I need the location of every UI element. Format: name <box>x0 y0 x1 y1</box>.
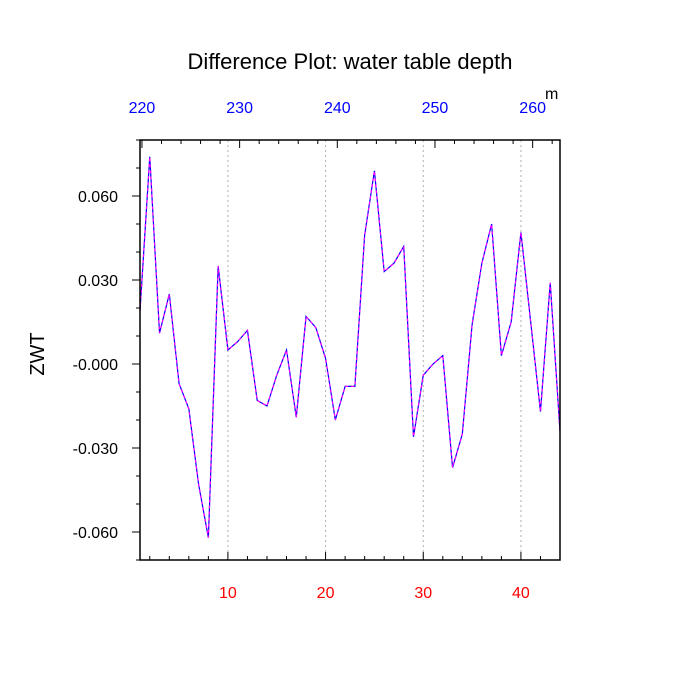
axis-ticks <box>132 139 561 561</box>
top-axis-unit: m <box>545 86 558 103</box>
tick-labels: 10 20 30 40 220 230 240 250 260 0.060 0.030 -0.000 -… <box>73 100 546 602</box>
x-tick-label: 20 <box>317 585 335 602</box>
top-tick-label: 220 <box>129 100 156 117</box>
chart-title: Difference Plot: water table depth <box>188 49 513 74</box>
grid-lines <box>227 140 522 560</box>
y-tick-label: 0.030 <box>78 273 118 290</box>
y-tick-label: -0.030 <box>73 441 118 458</box>
top-tick-label: 230 <box>226 100 253 117</box>
top-tick-label: 250 <box>422 100 449 117</box>
series-line-overlay <box>139 156 561 538</box>
series-line <box>139 156 561 538</box>
y-tick-label: -0.060 <box>73 525 118 542</box>
x-tick-label: 10 <box>219 585 237 602</box>
x-tick-label: 30 <box>414 585 432 602</box>
y-axis-label: ZWT <box>27 332 49 375</box>
y-tick-label: -0.000 <box>73 357 118 374</box>
plot-frame <box>139 139 561 561</box>
y-tick-label: 0.060 <box>78 189 118 206</box>
series-layer <box>139 156 561 538</box>
top-tick-label: 260 <box>519 100 546 117</box>
x-tick-label: 40 <box>512 585 530 602</box>
top-tick-label: 240 <box>324 100 351 117</box>
